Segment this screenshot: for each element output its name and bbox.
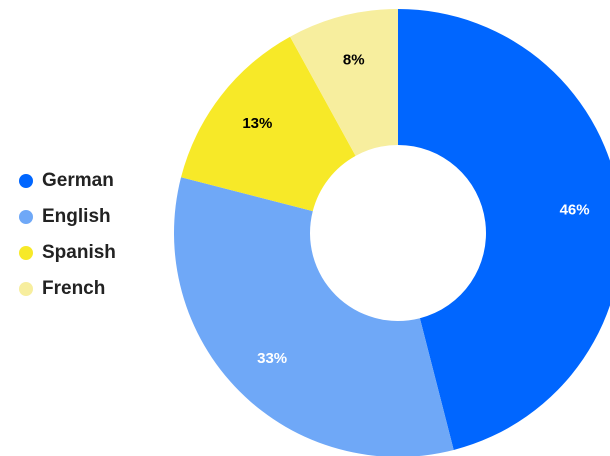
legend-marker — [19, 210, 33, 224]
donut-slice — [290, 9, 398, 156]
legend-marker — [19, 282, 33, 296]
donut-slice — [398, 9, 610, 450]
legend-marker — [19, 174, 33, 188]
slice-label: 33% — [257, 350, 287, 367]
legend-text: English — [42, 206, 111, 227]
legend-text: French — [42, 278, 105, 299]
donut-slice — [181, 36, 356, 212]
slice-label: 13% — [242, 115, 272, 132]
legend-marker — [19, 246, 33, 260]
legend-text: German — [42, 170, 114, 191]
slice-label: 8% — [343, 52, 365, 69]
legend-text: Spanish — [42, 242, 116, 263]
slice-label: 46% — [560, 202, 590, 219]
donut-slice — [174, 177, 454, 456]
